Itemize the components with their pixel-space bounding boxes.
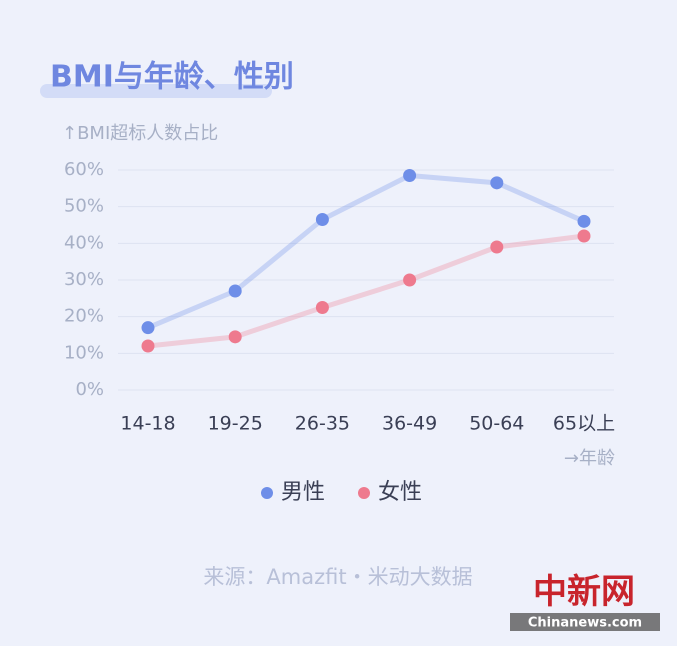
y-tick-label: 50%	[64, 196, 104, 217]
watermark: 中新网	[533, 572, 635, 612]
legend-label: 女性	[378, 480, 422, 505]
x-tick-label: 14-18	[120, 413, 175, 435]
data-point	[577, 229, 591, 243]
x-axis-label: →年龄	[564, 448, 615, 469]
data-point	[490, 176, 504, 190]
watermark-site: Chinanews.com	[528, 616, 642, 631]
data-point	[315, 301, 329, 314]
data-point	[228, 330, 242, 344]
data-point	[315, 213, 329, 226]
x-tick-label: 26-35	[295, 413, 350, 435]
series-line	[147, 173, 586, 330]
x-tick-label: 19-25	[208, 413, 263, 435]
data-point	[490, 240, 504, 254]
y-tick-label: 30%	[64, 269, 104, 290]
legend-label: 男性	[281, 480, 325, 505]
series-line	[147, 233, 585, 349]
data-point	[228, 284, 242, 298]
title-highlight	[40, 84, 272, 98]
data-point	[141, 339, 155, 353]
legend-marker	[358, 487, 370, 499]
y-tick-label: 60%	[64, 159, 104, 180]
y-tick-label: 10%	[64, 342, 104, 363]
chart-title: BMI与年龄、性别	[50, 60, 294, 95]
y-tick-label: 0%	[75, 379, 104, 400]
source: 来源：Amazfit・米动大数据	[203, 565, 472, 589]
watermark-bar	[510, 613, 660, 631]
x-tick-label: 50-64	[469, 413, 524, 435]
y-tick-label: 40%	[64, 232, 104, 253]
data-point	[403, 273, 417, 287]
data-point	[577, 214, 591, 228]
data-point	[403, 169, 417, 182]
y-axis-label: ↑BMI超标人数占比	[62, 123, 218, 144]
data-point	[141, 321, 155, 335]
legend-marker	[261, 487, 273, 499]
y-tick-label: 20%	[64, 306, 104, 327]
x-tick-label: 36-49	[382, 413, 437, 435]
x-tick-label: 65以上	[553, 413, 615, 435]
